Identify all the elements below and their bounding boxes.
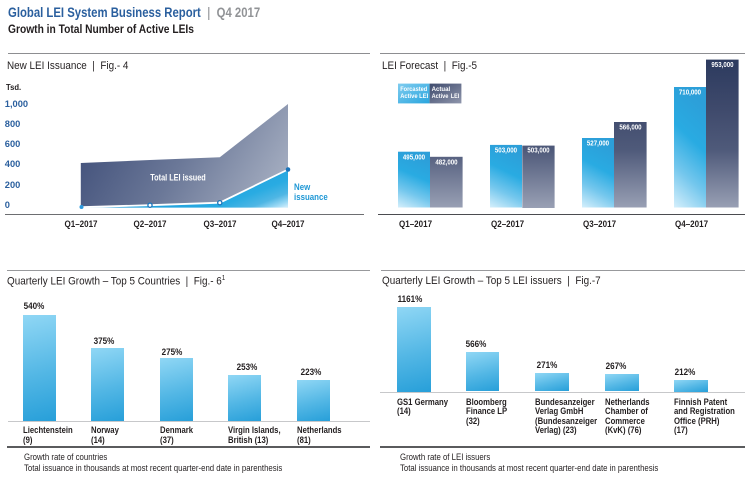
svg-text:Actual: Actual (432, 86, 451, 93)
svg-text:Active: Active (432, 93, 449, 100)
svg-text:Forcasted: Forcasted (400, 86, 427, 93)
svg-text:503,000: 503,000 (527, 146, 549, 155)
svg-text:Active LEI: Active LEI (400, 93, 428, 100)
svg-text:953,000: 953,000 (711, 60, 733, 69)
svg-text:566,000: 566,000 (619, 123, 641, 132)
svg-text:Total LEI issued: Total LEI issued (150, 173, 206, 184)
svg-text:710,000: 710,000 (679, 88, 701, 97)
svg-text:482,000: 482,000 (435, 158, 457, 167)
svg-text:527,000: 527,000 (587, 139, 609, 148)
svg-text:495,000: 495,000 (403, 152, 425, 161)
svg-text:503,000: 503,000 (495, 146, 517, 155)
svg-text:LEI: LEI (451, 93, 460, 100)
